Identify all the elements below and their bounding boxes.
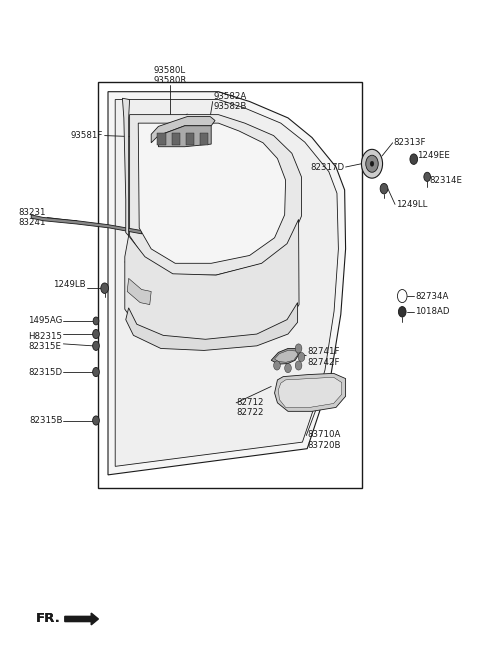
Text: 83301
83302: 83301 83302	[245, 226, 272, 246]
Text: 82712
82722: 82712 82722	[237, 398, 264, 417]
Text: 1495AG: 1495AG	[28, 316, 62, 326]
Circle shape	[93, 317, 99, 325]
Polygon shape	[31, 215, 142, 234]
Circle shape	[93, 416, 99, 425]
Text: 82741F
82742F: 82741F 82742F	[307, 347, 340, 367]
Circle shape	[398, 307, 406, 317]
Polygon shape	[125, 219, 299, 341]
Bar	[200, 133, 208, 145]
Polygon shape	[275, 373, 346, 411]
Circle shape	[274, 361, 280, 370]
Text: 93581F: 93581F	[71, 131, 103, 140]
Text: 82313F: 82313F	[394, 138, 426, 147]
Circle shape	[370, 161, 374, 166]
Circle shape	[93, 367, 99, 377]
Text: 93580L
93580R: 93580L 93580R	[154, 66, 187, 85]
Text: 1249LL: 1249LL	[396, 200, 427, 209]
Circle shape	[361, 149, 383, 178]
Polygon shape	[108, 92, 346, 475]
Text: FR.: FR.	[36, 612, 61, 626]
Circle shape	[410, 154, 418, 164]
Text: 1249LB: 1249LB	[53, 280, 85, 290]
Bar	[98, 82, 362, 488]
Text: 82314E: 82314E	[430, 176, 463, 185]
Circle shape	[285, 364, 291, 373]
Text: 82315D: 82315D	[28, 367, 62, 377]
Polygon shape	[158, 126, 211, 147]
Text: 83231
83241: 83231 83241	[18, 208, 46, 227]
Text: 1018AD: 1018AD	[415, 307, 450, 316]
Bar	[186, 133, 194, 145]
Polygon shape	[115, 100, 338, 466]
Text: 93582A
93582B: 93582A 93582B	[214, 92, 247, 111]
Polygon shape	[271, 348, 300, 364]
Circle shape	[295, 344, 302, 353]
FancyArrow shape	[65, 613, 98, 625]
Text: 82734A: 82734A	[415, 291, 449, 301]
Text: FR.: FR.	[36, 612, 61, 626]
Bar	[157, 133, 166, 145]
Circle shape	[424, 172, 431, 181]
Polygon shape	[278, 377, 342, 407]
Polygon shape	[138, 123, 286, 263]
Circle shape	[93, 329, 99, 339]
Text: 82315B: 82315B	[29, 416, 62, 425]
Text: 1249EE: 1249EE	[417, 151, 449, 160]
Text: H82315
82315E: H82315 82315E	[28, 331, 62, 351]
Bar	[171, 133, 180, 145]
Circle shape	[366, 155, 378, 172]
Circle shape	[93, 341, 99, 350]
Circle shape	[397, 290, 407, 303]
Polygon shape	[127, 278, 151, 305]
Polygon shape	[126, 303, 298, 350]
Polygon shape	[275, 350, 298, 362]
Circle shape	[101, 283, 108, 293]
Polygon shape	[130, 115, 301, 275]
Text: 82317D: 82317D	[311, 162, 345, 172]
Text: 83710A
83720B: 83710A 83720B	[307, 430, 341, 450]
Polygon shape	[151, 117, 215, 143]
Circle shape	[380, 183, 388, 194]
Circle shape	[298, 352, 305, 362]
Circle shape	[295, 361, 302, 370]
Polygon shape	[122, 98, 130, 236]
